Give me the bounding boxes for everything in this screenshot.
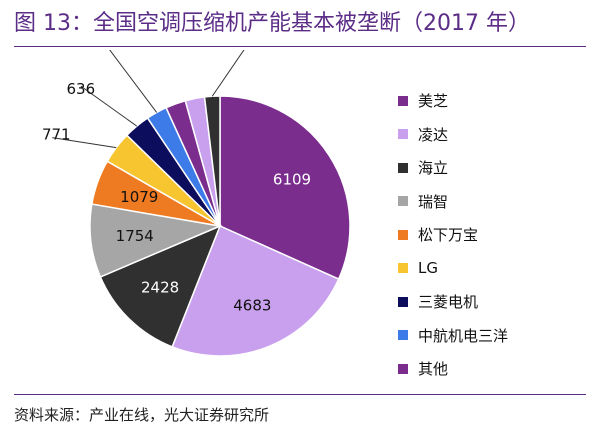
legend-swatch (398, 229, 408, 240)
legend-label: 中航机电三洋 (418, 326, 509, 345)
legend-swatch (398, 129, 408, 140)
legend-label: 海立 (418, 159, 449, 178)
legend-label: 三菱电机 (418, 293, 479, 312)
figure-title: 图 13：全国空调压缩机产能基本被垄断（2017 年） (14, 11, 530, 36)
slice-label-2: 4683 (233, 296, 271, 314)
legend-swatch (398, 363, 408, 374)
legend-item-9: 其他 (398, 352, 508, 386)
slice-label-7: 636 (66, 80, 95, 98)
legend-swatch (398, 196, 408, 207)
legend-label: 松下万宝 (418, 226, 479, 245)
legend-label: 瑞智 (418, 192, 449, 211)
pie-slice-3 (99, 224, 222, 348)
pie-chart: 61094683242817541079771636501482463366 (42, 50, 351, 357)
legend-swatch (398, 296, 408, 307)
legend-item-6: LG (398, 252, 508, 286)
legend-label: 其他 (418, 360, 449, 379)
legend-label: 凌达 (418, 125, 449, 144)
legend-item-2: 凌达 (398, 118, 508, 152)
leader-line-11 (211, 50, 245, 97)
legend-item-1: 美芝 (398, 84, 508, 118)
leader-line-7 (80, 85, 138, 127)
legend-label: 美芝 (418, 92, 449, 111)
leader-line-8 (109, 50, 158, 113)
pie-slice-11 (203, 95, 221, 227)
source-note: 资料来源：产业在线，光大证券研究所 (14, 406, 270, 424)
legend-item-4: 瑞智 (398, 185, 508, 219)
legend-item-5: 松下万宝 (398, 218, 508, 252)
chart-legend: 美芝凌达海立瑞智松下万宝 LG 三菱电机中航机电三洋 其他 (398, 84, 508, 386)
legend-item-7: 三菱电机 (398, 285, 508, 319)
slice-label-3: 2428 (141, 278, 179, 296)
legend-swatch (398, 330, 408, 341)
legend-label: LG (418, 259, 438, 278)
slice-label-1: 6109 (273, 170, 311, 188)
pie-slice-2 (171, 224, 340, 357)
source-rule (14, 394, 586, 395)
slice-label-5: 1079 (120, 188, 158, 206)
legend-swatch (398, 95, 408, 106)
legend-swatch (398, 263, 408, 274)
title-rule (14, 46, 586, 47)
slice-label-4: 1754 (116, 227, 154, 245)
legend-item-3: 海立 (398, 151, 508, 185)
slice-label-6: 771 (42, 126, 71, 144)
legend-swatch (398, 162, 408, 173)
legend-item-8: 中航机电三洋 (398, 319, 508, 353)
pie-slice-1 (219, 95, 351, 281)
leader-line-6 (52, 137, 117, 149)
